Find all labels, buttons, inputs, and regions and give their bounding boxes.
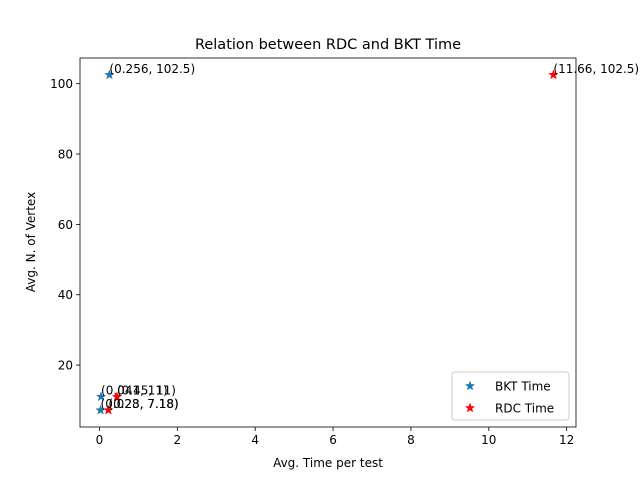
legend-label: RDC Time xyxy=(495,402,554,416)
data-label: (11.66, 102.5) xyxy=(553,62,639,76)
x-axis-ticks: 0 2 4 6 8 10 12 xyxy=(96,427,574,447)
x-tick-label: 2 xyxy=(174,433,182,447)
data-label: (0.23, 7.18) xyxy=(108,397,178,411)
data-point xyxy=(95,391,107,402)
legend-marker xyxy=(464,402,476,413)
x-axis-label: Avg. Time per test xyxy=(273,456,383,470)
x-tick-label: 0 xyxy=(96,433,104,447)
y-tick-label: 40 xyxy=(58,288,73,302)
legend: BKT Time RDC Time xyxy=(451,371,570,421)
plot-area xyxy=(80,58,576,427)
data-point xyxy=(548,69,559,80)
data-labels: (0.256, 102.5) (0.041, 11)(0.028, 7.18) (1… xyxy=(101,62,640,411)
data-points xyxy=(95,69,559,415)
legend-label: BKT Time xyxy=(495,380,551,394)
plot-frame xyxy=(79,57,577,428)
legend-box xyxy=(451,371,570,421)
data-label: (0.028, 7.18) xyxy=(101,397,179,411)
y-tick-label: 100 xyxy=(50,77,73,91)
data-point xyxy=(111,391,123,402)
data-point xyxy=(104,69,115,80)
x-tick-label: 12 xyxy=(559,433,574,447)
y-axis-label: Avg. N. of Vertex xyxy=(24,192,38,292)
data-label: (0.041, 11) xyxy=(101,384,168,398)
data-label: (0.256, 102.5) xyxy=(109,62,195,76)
y-tick-label: 20 xyxy=(58,359,73,373)
y-axis-ticks: 20 40 60 80 100 xyxy=(50,77,80,373)
y-tick-label: 80 xyxy=(58,148,73,162)
data-label: (0.45, 11) xyxy=(117,384,176,398)
chart-title: Relation between RDC and BKT Time xyxy=(195,37,461,53)
y-tick-label: 60 xyxy=(58,218,73,232)
x-tick-label: 4 xyxy=(251,433,259,447)
legend-marker xyxy=(464,380,476,391)
data-point xyxy=(103,404,114,415)
x-tick-label: 10 xyxy=(481,433,496,447)
x-tick-label: 6 xyxy=(329,433,337,447)
x-tick-label: 8 xyxy=(407,433,415,447)
